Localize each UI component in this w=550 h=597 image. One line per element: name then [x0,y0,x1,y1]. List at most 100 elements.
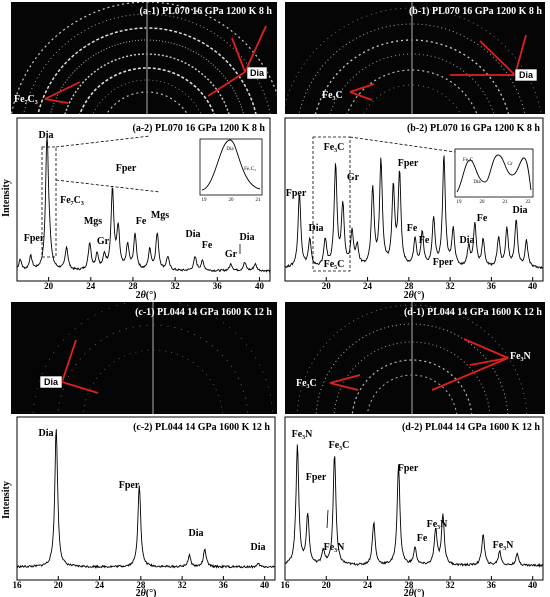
frame-c2 [16,416,276,581]
annotation: Dia [460,235,475,246]
arrows-a1 [44,25,267,104]
arrows-b1 [349,34,527,101]
label-fe3c-d1: Fe₃C [296,378,317,389]
y-axis-label-bottom-left: Intensity [1,481,12,519]
chart-title-b2: (b-2) PL070 16 GPa 1200 K 8 h [407,123,540,134]
x-tick-label: 32 [446,580,456,590]
annotations-a2: Dia Fe₇C₃ Mgs Gr Fper Fe Mgs Dia Fe Gr D… [24,130,263,260]
svg-text:2θ(°): 2θ(°) [404,588,425,597]
svg-text:2θ(°): 2θ(°) [404,290,425,301]
inset-label: Dia [226,147,234,152]
annotation: Gr [225,249,238,260]
annotation: Fe₃C [329,440,350,451]
image-title-c1: (c-1) PL044 14 GPa 1600 K 12 h [135,307,272,318]
inset-tick: 21 [256,198,262,203]
inset-tick: 19 [457,200,463,205]
x-tick-label: 24 [363,580,373,590]
annotation: Fper [398,158,419,169]
annotation: Gr [347,172,360,183]
inset-tick: 21 [503,200,509,205]
annotation: Fper [119,480,140,491]
annotation: Dia [39,130,54,141]
plot-b2: 20 24 28 32 36 40 [284,155,544,291]
x-tick-label: 32 [446,281,456,291]
inset-label: Gr [507,162,513,167]
image-b1: (b-1) PL070 16 GPa 1200 K 8 h Dia Fe₃C [285,2,545,114]
annotation: Mgs [84,216,102,227]
annotation: Fe₅C [324,259,345,270]
inset-label: Dia [473,180,481,185]
label-dia-a1: Dia [250,68,265,78]
x-tick-label: 40 [528,580,538,590]
annotation: Fper [398,463,419,474]
diffraction-rings-a1 [11,2,277,114]
annotation: Dia [309,223,324,234]
svg-text:2θ(°): 2θ(°) [136,290,157,301]
annotations-b2: Fper Fe₃C Gr Fper Dia Fe₅C Fe Fe Fper Di… [286,136,534,272]
image-d1: (d-1) PL044 14 GPa 1600 K 12 h Fe₃N Fe₃C [285,302,545,414]
x-tick-label: 20 [44,281,54,291]
annotations-d2: Fe₃N Fe₃C Fper Fe₃N Fper Fe Fe₃N Fe₃N [292,429,515,553]
x-tick-label: 28 [136,580,146,590]
x-tick-label: 36 [213,281,223,291]
image-c1: (c-1) PL044 14 GPa 1600 K 12 h Dia [11,302,277,414]
annotation: Gr [97,236,110,247]
x-tick-label: 36 [487,281,497,291]
annotation: Fe₃N [493,540,515,551]
annotation: Mgs [151,210,169,221]
annotation: Fper [286,188,307,199]
annotation: Fe [202,240,213,251]
diffraction-rings-c1 [32,302,274,414]
annotation: Dia [39,428,54,439]
x-tick-label: 24 [95,580,105,590]
inset-tick: 20 [480,200,486,205]
x-tick-label: 28 [404,580,414,590]
label-fe7c3-a1: Fe₇C₃ [14,94,38,105]
image-title-d1: (d-1) PL044 14 GPa 1600 K 12 h [404,307,542,318]
annotation: Dia [240,232,255,243]
annotation: Dia [513,205,528,216]
label-fe3n-d1: Fe₃N [510,351,532,362]
diffraction-rings-d1 [296,302,528,414]
inset-tick: 22 [526,200,532,205]
x-tick-label: 40 [260,580,270,590]
x-tick-label: 24 [86,281,96,291]
y-axis-label-top-left: Intensity [1,179,12,217]
x-tick-label: 36 [487,580,497,590]
annotation: Fe [407,223,418,234]
annotation: Fe [417,533,428,544]
x-axis-label-d2: 2θ(°) [404,588,425,597]
diffraction-rings-b1 [285,2,542,114]
svg-text:2θ(°): 2θ(°) [136,588,157,597]
frame-d2 [284,416,544,581]
annotation: Fper [24,233,45,244]
annotation: Fe₃N [292,429,314,440]
x-tick-label: 36 [219,580,229,590]
label-dia-c1: Dia [44,377,59,387]
xrd-trace-d2 [284,444,544,568]
inset-label: Fe₇C₃ [244,167,256,172]
annotation: Fe [419,235,430,246]
plot-c2: 16 20 24 28 32 36 40 [13,429,276,590]
x-tick-label: 20 [322,281,332,291]
inset-label: Fe₃C [463,158,474,163]
frame-a2 [16,117,271,282]
chart-title-d2: (d-2) PL044 14 GPa 1600 K 12 h [402,422,540,433]
x-tick-label: 40 [528,281,538,291]
annotation: Dia [251,542,266,553]
chart-title-c2: (c-2) PL044 14 GPa 1600 K 12 h [133,422,270,433]
inset-b2 [454,148,534,198]
label-fe3c-b1: Fe₃C [322,90,343,101]
x-axis-label-c2: 2θ(°) [136,588,157,597]
arrows-d1 [329,338,509,391]
plot-a2: 20 24 28 32 36 40 [16,137,271,291]
annotation: Fper [433,257,454,268]
annotation: Fe [477,213,488,224]
x-tick-label: 20 [322,580,332,590]
frame-b2 [284,117,544,282]
x-tick-label: 20 [54,580,64,590]
image-a1: (a-1) PL070 16 GPa 1200 K 8 h Dia Fe₇C₃ [11,2,277,114]
inset-tick: 19 [202,198,208,203]
xrd-trace-a2 [16,137,271,273]
